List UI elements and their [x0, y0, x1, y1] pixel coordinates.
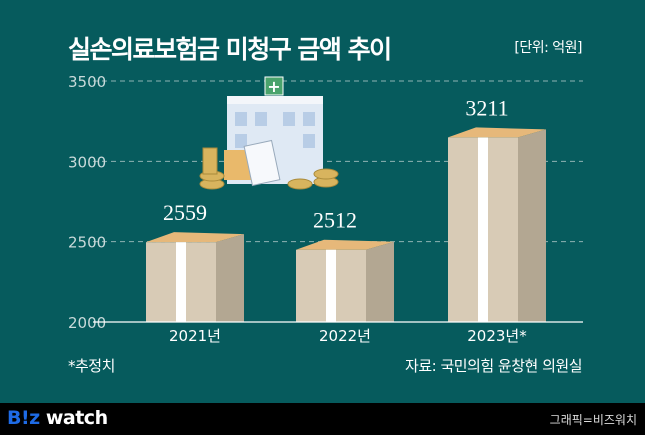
value-label: 3211 — [465, 95, 508, 120]
y-tick-label: 3500 — [68, 73, 106, 91]
x-tick-label: 2022년 — [319, 327, 371, 345]
bar-top — [448, 127, 546, 138]
bizwatch-logo: B!z watch — [7, 407, 108, 429]
svg-text:+: + — [267, 77, 280, 96]
money-band — [176, 242, 186, 322]
value-label: 2559 — [163, 200, 207, 225]
y-tick-label: 2000 — [68, 314, 106, 332]
source-label: 자료: 국민의힘 윤창현 의원실 — [405, 357, 582, 375]
bar-top — [146, 232, 244, 243]
y-tick-label: 2500 — [68, 234, 106, 252]
x-tick-label: 2023년* — [467, 327, 527, 345]
bar-2023년* — [448, 127, 546, 322]
cross-sign-icon — [264, 76, 284, 96]
bar-top — [296, 239, 394, 250]
coins-icon — [199, 147, 339, 190]
graphic-credit: 그래픽=비즈워치 — [549, 413, 637, 427]
bar-2022년 — [296, 239, 394, 322]
money-band — [326, 249, 336, 322]
x-tick-label: 2021년 — [169, 327, 221, 345]
chart-title: 실손의료보험금 미청구 금액 추이 — [68, 35, 392, 64]
unit-label: [단위: 억원] — [514, 40, 582, 56]
bar-side — [366, 241, 394, 322]
bar-side — [518, 129, 546, 322]
value-label: 2512 — [313, 208, 357, 233]
footer-bar: B!z watch 그래픽=비즈워치 — [0, 403, 645, 435]
document-icon — [243, 139, 281, 187]
bar-side — [216, 234, 244, 322]
bar-2021년 — [146, 232, 244, 322]
hospital-illustration: + — [199, 76, 339, 190]
footnote: *추정치 — [68, 357, 115, 375]
y-tick-label: 3000 — [68, 153, 106, 171]
chart: 2000 2500 3000 3500 + 2559 2021년 2512 2022년 321… — [68, 73, 583, 345]
money-band — [478, 137, 488, 322]
